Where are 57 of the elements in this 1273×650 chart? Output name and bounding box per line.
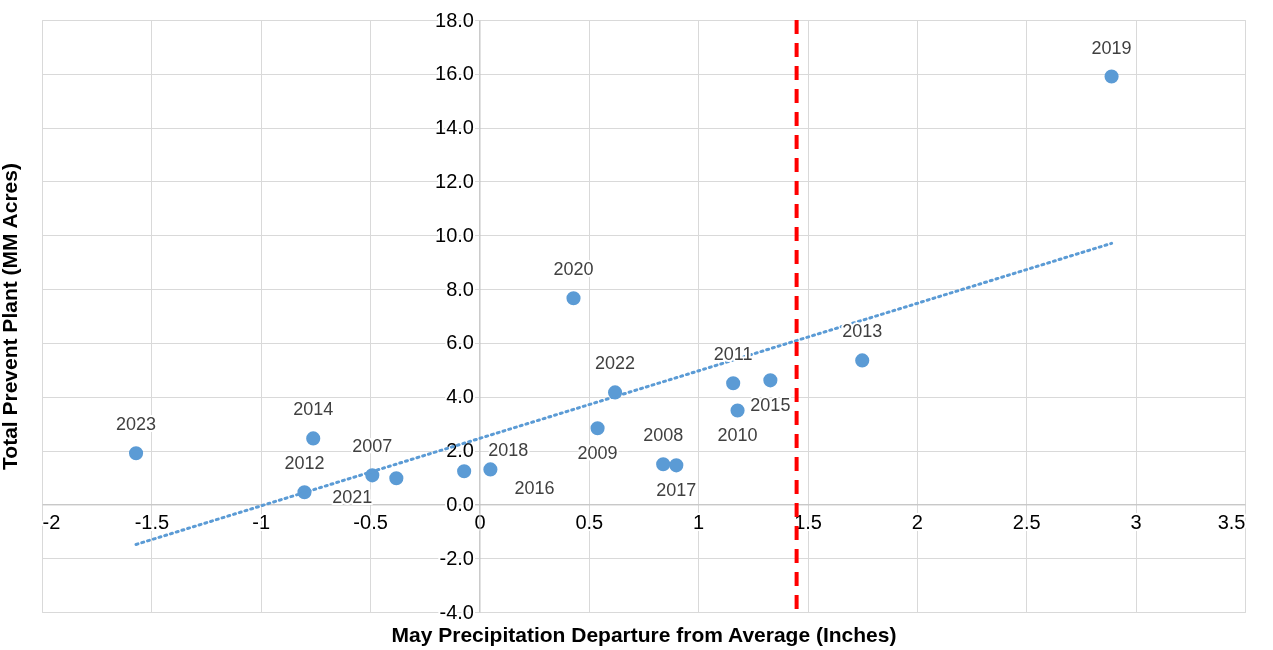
annotation: 2023: [116, 414, 157, 435]
point: [730, 403, 745, 418]
x-tick-label: 2: [911, 510, 923, 533]
point: [457, 464, 472, 479]
point: [590, 421, 605, 436]
annotation: 2019: [1091, 37, 1132, 58]
y-tick-label: 6.0: [446, 331, 474, 354]
y-tick-label: 14.0: [435, 116, 474, 139]
annotation: 2009: [577, 443, 618, 464]
y-tick-label: 8.0: [446, 277, 474, 300]
annotation: 2010: [717, 425, 758, 446]
point: [656, 457, 671, 472]
point: [726, 376, 741, 391]
annotation: 2017: [656, 480, 697, 501]
annotation: 2013: [842, 321, 883, 342]
y-axis-title: Total Prevent Plant (MM Acres): [0, 163, 21, 470]
annotation: 2022: [595, 353, 636, 374]
point: [566, 291, 581, 306]
annotation: 2012: [284, 453, 325, 474]
point: [483, 462, 498, 477]
y-tick-label: 16.0: [435, 62, 474, 85]
point: [1104, 69, 1119, 84]
point: [128, 446, 144, 461]
y-tick-label: -2.0: [439, 546, 474, 569]
x-tick-label: -1.5: [134, 510, 170, 533]
y-tick-label: 4.0: [446, 385, 474, 408]
x-tick-label: -2: [42, 510, 61, 533]
y-tick-label: 12.0: [435, 169, 474, 192]
point: [389, 471, 404, 486]
annotation: 2016: [514, 478, 555, 499]
x-tick-label: 0: [474, 510, 486, 533]
annotation: 2014: [293, 399, 334, 420]
x-tick-label: 1.5: [794, 510, 822, 533]
y-tick-label: 0.0: [446, 492, 474, 515]
annotation: 2015: [750, 395, 791, 416]
y-tick-label: 10.0: [435, 223, 474, 246]
x-tick-label: 1: [693, 510, 705, 533]
annotation: 2007: [352, 436, 393, 457]
y-tick-label: 18.0: [435, 8, 474, 31]
y-tick-label: -4.0: [439, 600, 474, 623]
annotation: 2021: [332, 487, 373, 508]
y-tick-label: 2.0: [446, 439, 474, 462]
annotation: 2008: [643, 425, 684, 446]
annotation: 2011: [713, 344, 753, 365]
x-tick-label: -0.5: [353, 510, 388, 533]
x-axis-title: May Precipitation Departure from Average (Inches): [391, 622, 897, 646]
point: [763, 373, 778, 388]
point: [855, 353, 870, 368]
x-tick-label: 2.5: [1012, 510, 1041, 533]
point: [306, 431, 321, 446]
annotation: 2018: [488, 440, 529, 461]
x-tick-label: 3.5: [1217, 510, 1246, 533]
x-tick-label: -1: [252, 510, 271, 533]
annotation: 2020: [553, 259, 594, 280]
x-tick-label: 0.5: [575, 510, 604, 533]
x-tick-label: 3: [1130, 510, 1142, 533]
point: [669, 458, 684, 473]
